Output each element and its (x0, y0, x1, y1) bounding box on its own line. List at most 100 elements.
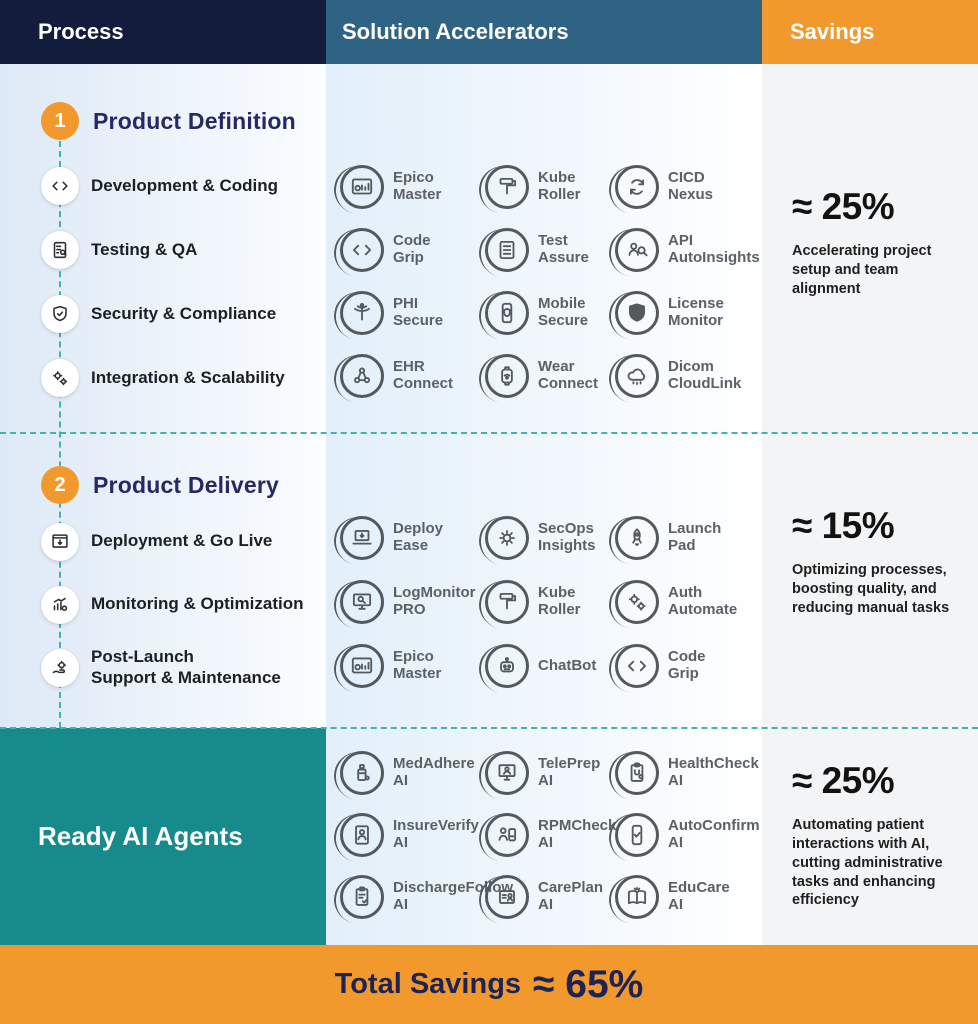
dashboard-icon (340, 644, 384, 688)
step-security-compliance: Security & Compliance (41, 282, 326, 346)
accelerator-label: API AutoInsights (668, 231, 760, 266)
accelerator-epico-master: Epico Master (340, 634, 485, 698)
people-search-icon (615, 227, 659, 272)
step-label: Security & Compliance (91, 303, 277, 323)
accelerator-label: Deploy Ease (393, 520, 444, 554)
accelerator-wear-connect: Wear Connect (485, 344, 615, 407)
accelerator-code-grip: Code Grip (340, 218, 485, 281)
total-savings-bar: Total Savings ≈ 65% (0, 945, 978, 1024)
header-process-label: Process (38, 19, 124, 44)
accelerator-label: EHR Connect (393, 357, 453, 392)
accelerator-license-monitor: License Monitor (615, 281, 762, 344)
section-2-accelerators: Deploy Ease SecOps Insights Launch Pad L… (326, 433, 762, 728)
code-icon (41, 167, 79, 205)
agent-label: TelePrep AI (538, 755, 601, 789)
agent-educare-ai: EduCare AI (615, 866, 762, 928)
agent-insureverify-ai: InsureVerify AI (340, 804, 485, 866)
chart-gear-icon (41, 585, 79, 624)
accelerator-epico-master: Epico Master (340, 155, 485, 218)
section-product-delivery-process: 2 Product Delivery Deployment & Go Live … (0, 433, 326, 728)
step-integration-scalability: Integration & Scalability (41, 346, 326, 410)
accelerator-ehr-connect: EHR Connect (340, 344, 485, 407)
document-person-icon (340, 813, 384, 857)
paint-roller-icon (485, 580, 529, 624)
section-2-steps: Deployment & Go Live Monitoring & Optimi… (41, 510, 326, 699)
gear-bug-icon (485, 516, 529, 560)
agent-teleprep-ai: TelePrep AI (485, 742, 615, 804)
accelerator-label: Auth Automate (668, 584, 738, 618)
accelerator-label: Launch Pad (668, 520, 722, 554)
section-1-savings: ≈ 25% Accelerating project setup and tea… (762, 64, 978, 433)
section-3-accelerators: MedAdhere AI TelePrep AI HealthCheck AI … (326, 728, 762, 945)
accelerator-label: Epico Master (393, 648, 442, 682)
section-3-savings: ≈ 25% Automating patient interactions wi… (762, 728, 978, 945)
accelerator-code-grip: Code Grip (615, 634, 762, 698)
header-savings-label: Savings (790, 19, 875, 44)
agent-healthcheck-ai: HealthCheck AI (615, 742, 762, 804)
browser-cloud-icon (41, 522, 79, 561)
paint-roller-icon (485, 164, 529, 209)
step-label: Development & Coding (91, 175, 279, 195)
phone-shield-icon (485, 290, 529, 335)
accelerator-grid-2: Deploy Ease SecOps Insights Launch Pad L… (326, 433, 762, 698)
accelerator-mobile-secure: Mobile Secure (485, 281, 615, 344)
accelerator-dicom-cloudlink: Dicom CloudLink (615, 344, 762, 407)
section-1-accelerators: Epico Master Kube Roller CICD Nexus Code… (326, 64, 762, 433)
process-timeline-dashed-line (59, 141, 61, 728)
accelerator-label: PHI Secure (393, 294, 444, 329)
total-savings-label: Total Savings (334, 968, 522, 1000)
network-icon (340, 353, 384, 398)
total-savings-value: ≈ 65% (533, 962, 644, 1006)
step-monitoring-optimization: Monitoring & Optimization (41, 573, 326, 636)
section-product-definition-process: 1 Product Definition Development & Codin… (0, 64, 326, 433)
accelerator-label: License Monitor (668, 294, 724, 329)
section-1-steps: Development & Coding Testing & QA Securi… (41, 154, 326, 410)
accelerator-label: Wear Connect (538, 357, 598, 392)
section-2-header: 2 Product Delivery (41, 466, 326, 504)
accelerator-label: LogMonitor PRO (393, 584, 476, 618)
code-icon (615, 644, 659, 688)
step-label: Deployment & Go Live (91, 531, 273, 551)
telehealth-monitor-icon (485, 751, 529, 795)
section-1-header: 1 Product Definition (41, 102, 326, 140)
section-2-savings: ≈ 15% Optimizing processes, boosting qua… (762, 433, 978, 728)
ready-ai-agents-title: Ready AI Agents (38, 821, 243, 851)
step-number-badge: 2 (41, 466, 79, 504)
caduceus-icon (340, 290, 384, 335)
savings-value: ≈ 15% (792, 505, 895, 546)
phone-check-icon (615, 813, 659, 857)
accelerator-grid-1: Epico Master Kube Roller CICD Nexus Code… (326, 64, 762, 407)
accelerator-chatbot: ChatBot (485, 634, 615, 698)
savings-description: Optimizing processes, boosting quality, … (792, 562, 950, 616)
accelerator-label: CICD Nexus (668, 168, 714, 203)
accelerator-label: Epico Master (393, 168, 442, 203)
medicine-bottle-icon (340, 751, 384, 795)
savings-description: Automating patient interactions with AI,… (792, 817, 943, 909)
accelerator-label: Code Grip (393, 231, 431, 266)
card-person-icon (485, 875, 529, 919)
agent-label: AutoConfirm AI (668, 817, 760, 851)
accelerator-label: ChatBot (538, 656, 597, 674)
agent-dischargefollow-ai: DischargeFollow AI (340, 866, 513, 928)
accelerator-label: Dicom CloudLink (668, 357, 742, 392)
accelerator-label: Test Assure (538, 231, 589, 266)
shield-icon (615, 290, 659, 335)
accelerator-api-autoinsights: API AutoInsights (615, 218, 762, 281)
step-testing-qa: Testing & QA (41, 218, 326, 282)
header-process: Process (0, 0, 326, 64)
accelerator-kube-roller: Kube Roller (485, 570, 615, 634)
monitor-search-icon (340, 580, 384, 624)
checklist-icon (41, 231, 79, 269)
clipboard-check-icon (340, 875, 384, 919)
ready-ai-agents-block: Ready AI Agents (0, 728, 326, 945)
accelerator-label: Code Grip (668, 648, 706, 682)
open-book-icon (615, 875, 659, 919)
step-postlaunch-support: Post-Launch Support & Maintenance (41, 636, 326, 699)
section-divider-dashed-line (0, 432, 978, 434)
step-number-badge: 1 (41, 102, 79, 140)
accelerator-launch-pad: Launch Pad (615, 506, 762, 570)
clipboard-stethoscope-icon (615, 751, 659, 795)
list-icon (485, 227, 529, 272)
step-label: Integration & Scalability (91, 367, 285, 387)
